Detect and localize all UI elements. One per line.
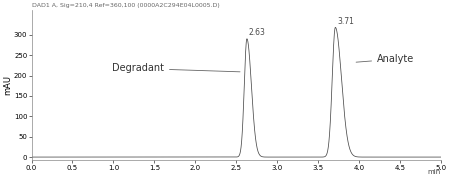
- Text: DAD1 A, Sig=210,4 Ref=360,100 (0000A2C294E04L0005.D): DAD1 A, Sig=210,4 Ref=360,100 (0000A2C29…: [32, 4, 219, 9]
- Y-axis label: mAU: mAU: [4, 75, 13, 95]
- Text: 3.71: 3.71: [337, 17, 354, 26]
- Text: 2.63: 2.63: [248, 28, 266, 37]
- Text: min: min: [428, 169, 441, 175]
- Text: Degradant: Degradant: [112, 64, 240, 74]
- Text: Analyte: Analyte: [356, 54, 414, 64]
